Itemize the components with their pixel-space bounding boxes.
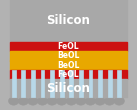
Bar	[12, 70, 16, 97]
Circle shape	[95, 97, 105, 105]
Bar	[10, 0, 127, 42]
Text: BeOL: BeOL	[57, 51, 80, 60]
Text: FeOL: FeOL	[58, 70, 79, 79]
Bar	[69, 70, 73, 97]
Bar	[69, 70, 73, 97]
Circle shape	[56, 97, 67, 105]
Circle shape	[8, 97, 19, 105]
Circle shape	[47, 97, 57, 105]
Bar	[79, 70, 83, 97]
Bar	[41, 70, 44, 97]
Bar	[10, 70, 127, 79]
Bar	[10, 79, 127, 97]
Text: BeOL: BeOL	[57, 61, 80, 70]
Bar	[10, 51, 127, 61]
Text: Silicon: Silicon	[47, 82, 90, 94]
Bar	[12, 70, 16, 97]
Bar	[60, 70, 64, 97]
Circle shape	[104, 97, 115, 105]
Bar	[79, 70, 83, 97]
Text: Silicon: Silicon	[47, 14, 90, 27]
Bar	[117, 70, 121, 97]
Circle shape	[37, 97, 48, 105]
Circle shape	[66, 97, 76, 105]
Bar	[10, 61, 127, 70]
Text: FeOL: FeOL	[58, 42, 79, 51]
Circle shape	[28, 97, 38, 105]
Bar	[117, 70, 121, 97]
Bar	[60, 70, 64, 97]
Bar	[50, 70, 54, 97]
Bar	[98, 70, 102, 97]
Bar	[50, 70, 54, 97]
Bar	[89, 70, 92, 97]
Bar	[89, 70, 92, 97]
Bar	[21, 70, 25, 97]
Bar	[10, 42, 127, 51]
Circle shape	[76, 97, 86, 105]
Bar	[31, 70, 35, 97]
Bar	[108, 70, 112, 97]
Circle shape	[114, 97, 124, 105]
Bar	[98, 70, 102, 97]
Bar	[41, 70, 44, 97]
Bar	[21, 70, 25, 97]
Bar	[108, 70, 112, 97]
Circle shape	[18, 97, 28, 105]
Bar	[31, 70, 35, 97]
Circle shape	[85, 97, 96, 105]
